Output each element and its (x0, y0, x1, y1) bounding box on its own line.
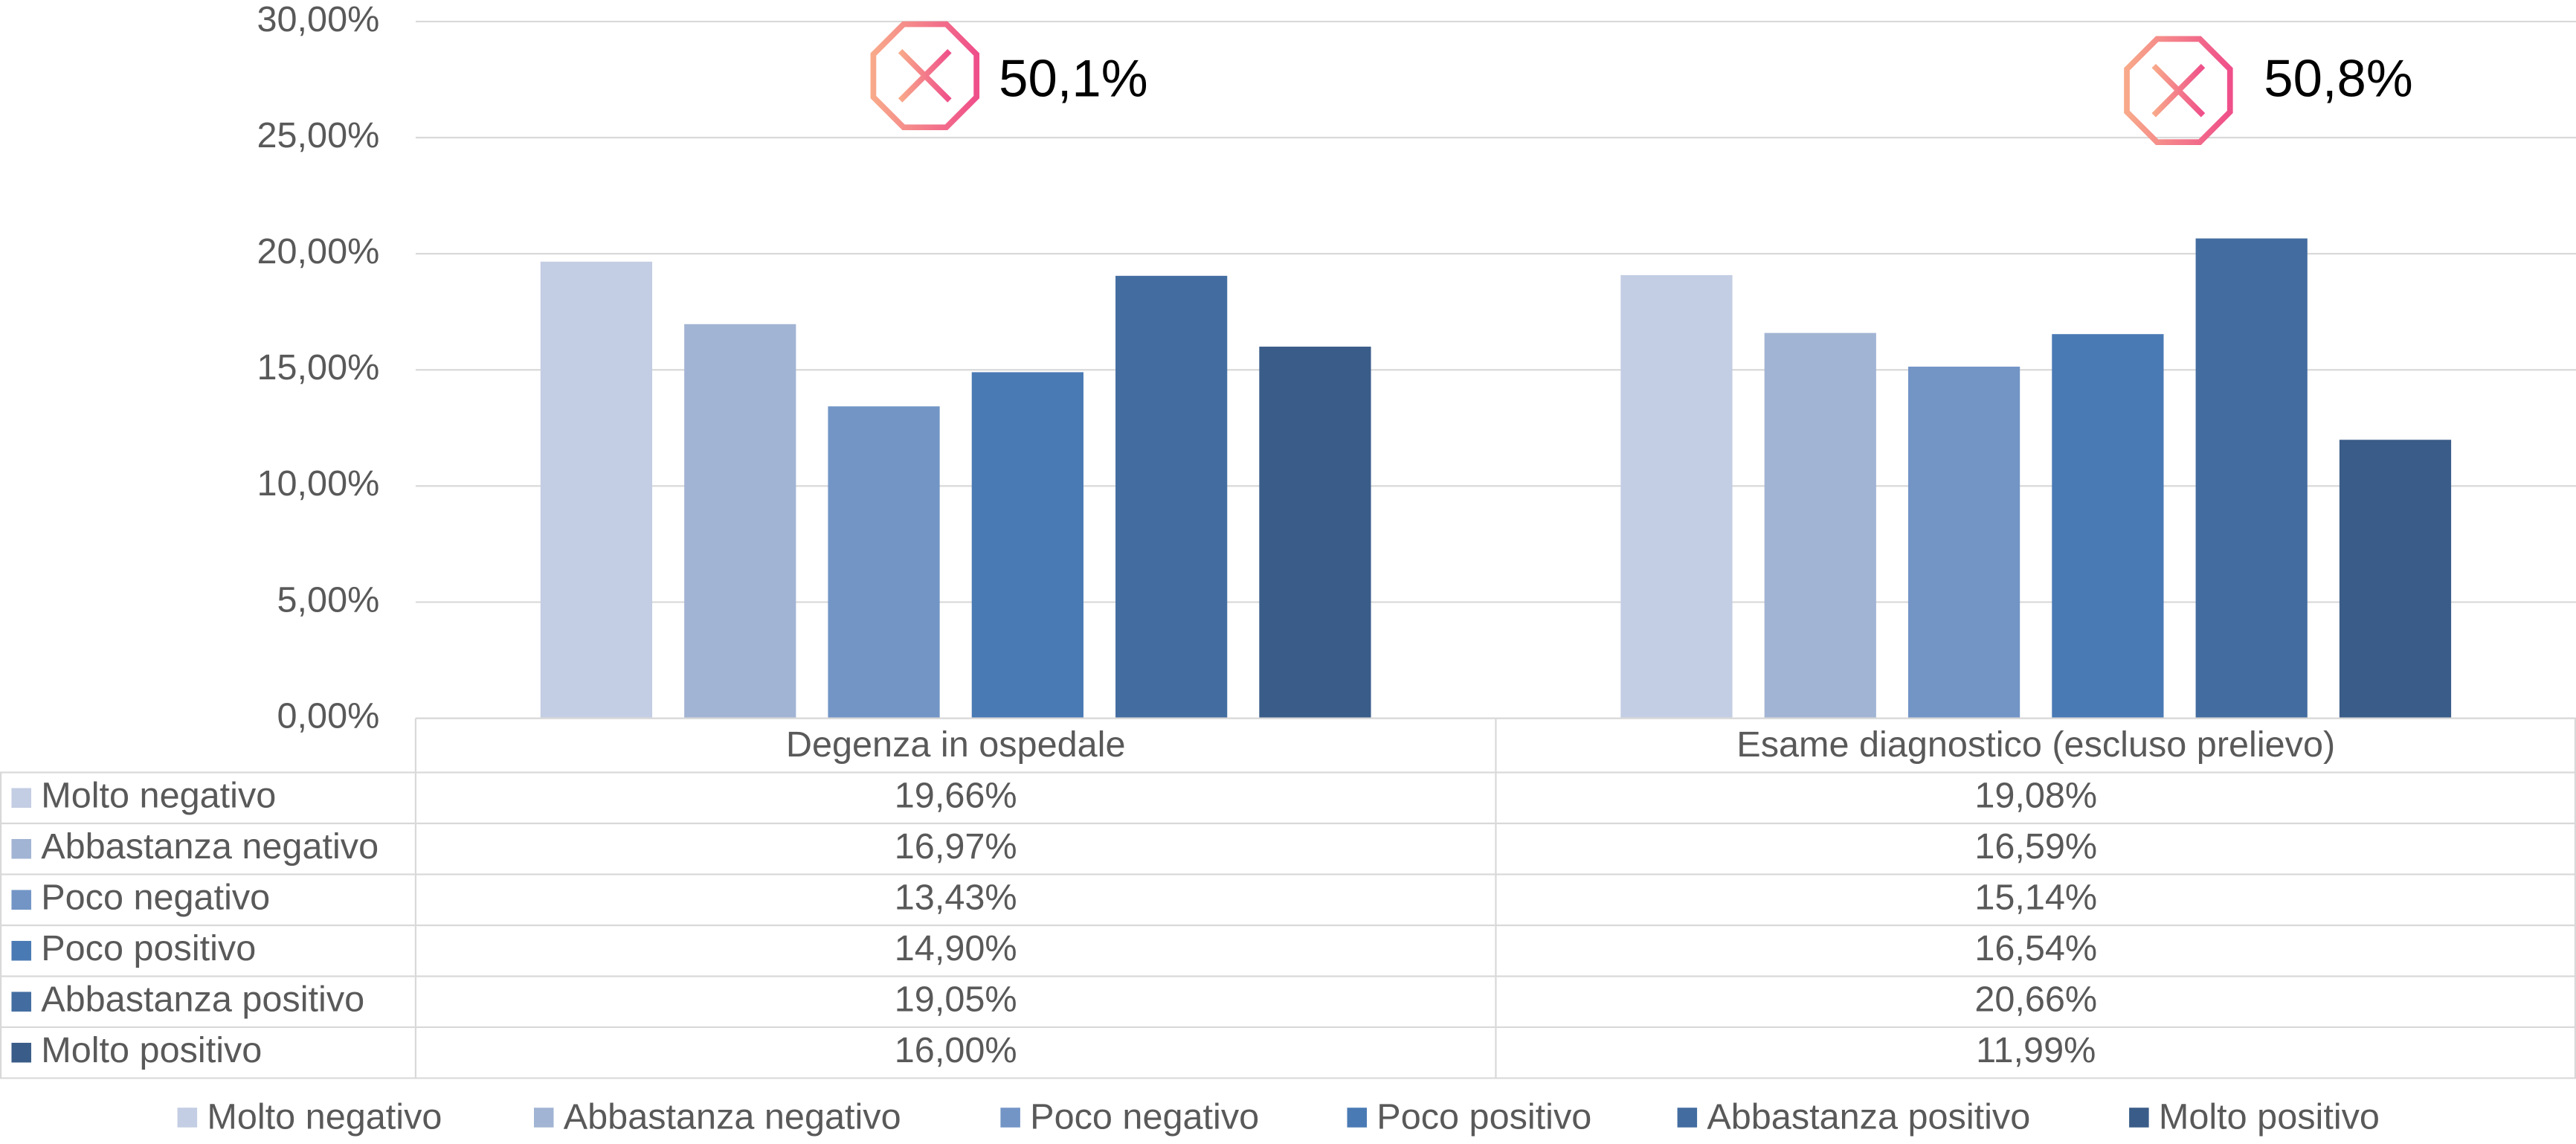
annotation: 50,8% (2264, 48, 2412, 107)
category-label: Degenza in ospedale (786, 724, 1126, 765)
row-label: Molto positivo (41, 1030, 262, 1070)
legend-swatch (1347, 1108, 1368, 1128)
row-label: Abbastanza positivo (41, 980, 364, 1020)
legend-swatch (11, 940, 31, 961)
value-label: 16,00% (895, 1030, 1017, 1070)
y-tick-label: 5,00% (277, 579, 380, 620)
annotation: 50,1% (999, 48, 1147, 107)
row-label: Poco negativo (41, 878, 270, 918)
value-label: 20,66% (1974, 980, 2097, 1020)
bar (1115, 275, 1228, 719)
legend-swatch (11, 890, 31, 910)
value-label: 15,14% (1974, 878, 2097, 918)
legend-swatch (533, 1108, 554, 1128)
y-tick-label: 15,00% (257, 347, 380, 388)
y-tick-label: 25,00% (257, 115, 380, 155)
bar (2339, 440, 2452, 719)
bar (1907, 366, 2020, 719)
annotation-icon-cross (2151, 63, 2206, 118)
y-tick-label: 10,00% (257, 463, 380, 504)
bar (828, 406, 940, 719)
bar (971, 372, 1083, 719)
category-label: Esame diagnostico (escluso prelievo) (1736, 724, 2335, 765)
value-label: 19,08% (1974, 776, 2097, 816)
value-label: 16,59% (1974, 826, 2097, 867)
legend-swatch (1000, 1108, 1020, 1128)
bar (2052, 334, 2164, 719)
legend-label: Poco positivo (1376, 1097, 1591, 1137)
bar (540, 261, 653, 719)
bar (1259, 347, 1371, 719)
row-label: Poco positivo (41, 928, 256, 968)
row-label: Molto negativo (41, 776, 276, 816)
bar (2195, 238, 2308, 719)
value-label: 11,99% (1976, 1030, 2096, 1070)
legend-swatch (11, 788, 31, 809)
annotation-icon (2124, 36, 2233, 145)
legend-swatch (11, 992, 31, 1012)
legend-swatch (177, 1108, 198, 1128)
bar (1764, 332, 1876, 719)
value-label: 16,54% (1974, 928, 2097, 968)
value-label: 16,97% (895, 826, 1017, 867)
bar (1620, 274, 1733, 719)
legend-swatch (11, 1042, 31, 1063)
legend-label: Molto negativo (207, 1097, 442, 1137)
legend-label: Abbastanza negativo (564, 1097, 901, 1137)
y-tick-label: 0,00% (277, 695, 380, 736)
legend-label: Poco negativo (1030, 1097, 1259, 1137)
legend-label: Abbastanza positivo (1707, 1097, 2030, 1137)
legend-swatch (1677, 1108, 1698, 1128)
y-tick-label: 20,00% (257, 231, 380, 271)
y-tick-label: 30,00% (257, 0, 380, 39)
bar (684, 324, 796, 719)
annotation-icon (870, 21, 980, 131)
value-label: 14,90% (895, 928, 1017, 968)
legend-label: Molto positivo (2159, 1097, 2380, 1137)
value-label: 13,43% (895, 878, 1017, 918)
legend-swatch (2129, 1108, 2149, 1128)
value-label: 19,05% (895, 980, 1017, 1020)
legend-swatch (11, 838, 31, 859)
value-label: 19,66% (895, 776, 1017, 816)
row-label: Abbastanza negativo (41, 826, 379, 867)
annotation-icon-cross (898, 48, 952, 103)
